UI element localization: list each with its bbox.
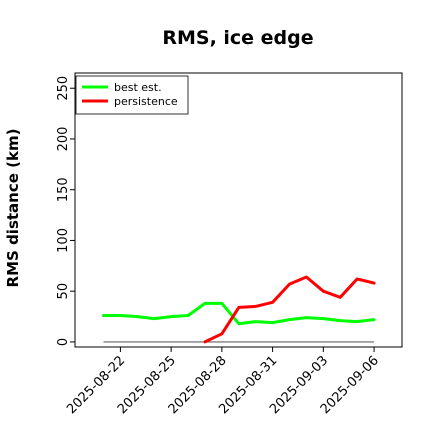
- y-tick-label-200: 200: [56, 127, 71, 152]
- series-line-persistence: [203, 275, 376, 344]
- y-tick-label-50: 50: [56, 283, 71, 300]
- y-axis-label: RMS distance (km): [4, 129, 22, 288]
- plot-area: 0501001502002502025-08-222025-08-252025-…: [56, 72, 403, 417]
- legend-label-persistence: persistence: [114, 95, 178, 108]
- legend: best est. persistence: [75, 75, 189, 115]
- legend-box: [75, 75, 189, 115]
- y-tick-label-0: 0: [56, 338, 71, 346]
- plot-frame: [74, 72, 403, 348]
- legend-label-best-est: best est.: [114, 81, 162, 94]
- chart-title: RMS, ice edge: [162, 27, 313, 49]
- y-tick-label-250: 250: [56, 76, 71, 101]
- y-tick-label-100: 100: [56, 228, 71, 253]
- series-line-best-est: [102, 301, 376, 326]
- y-tick-label-150: 150: [56, 177, 71, 202]
